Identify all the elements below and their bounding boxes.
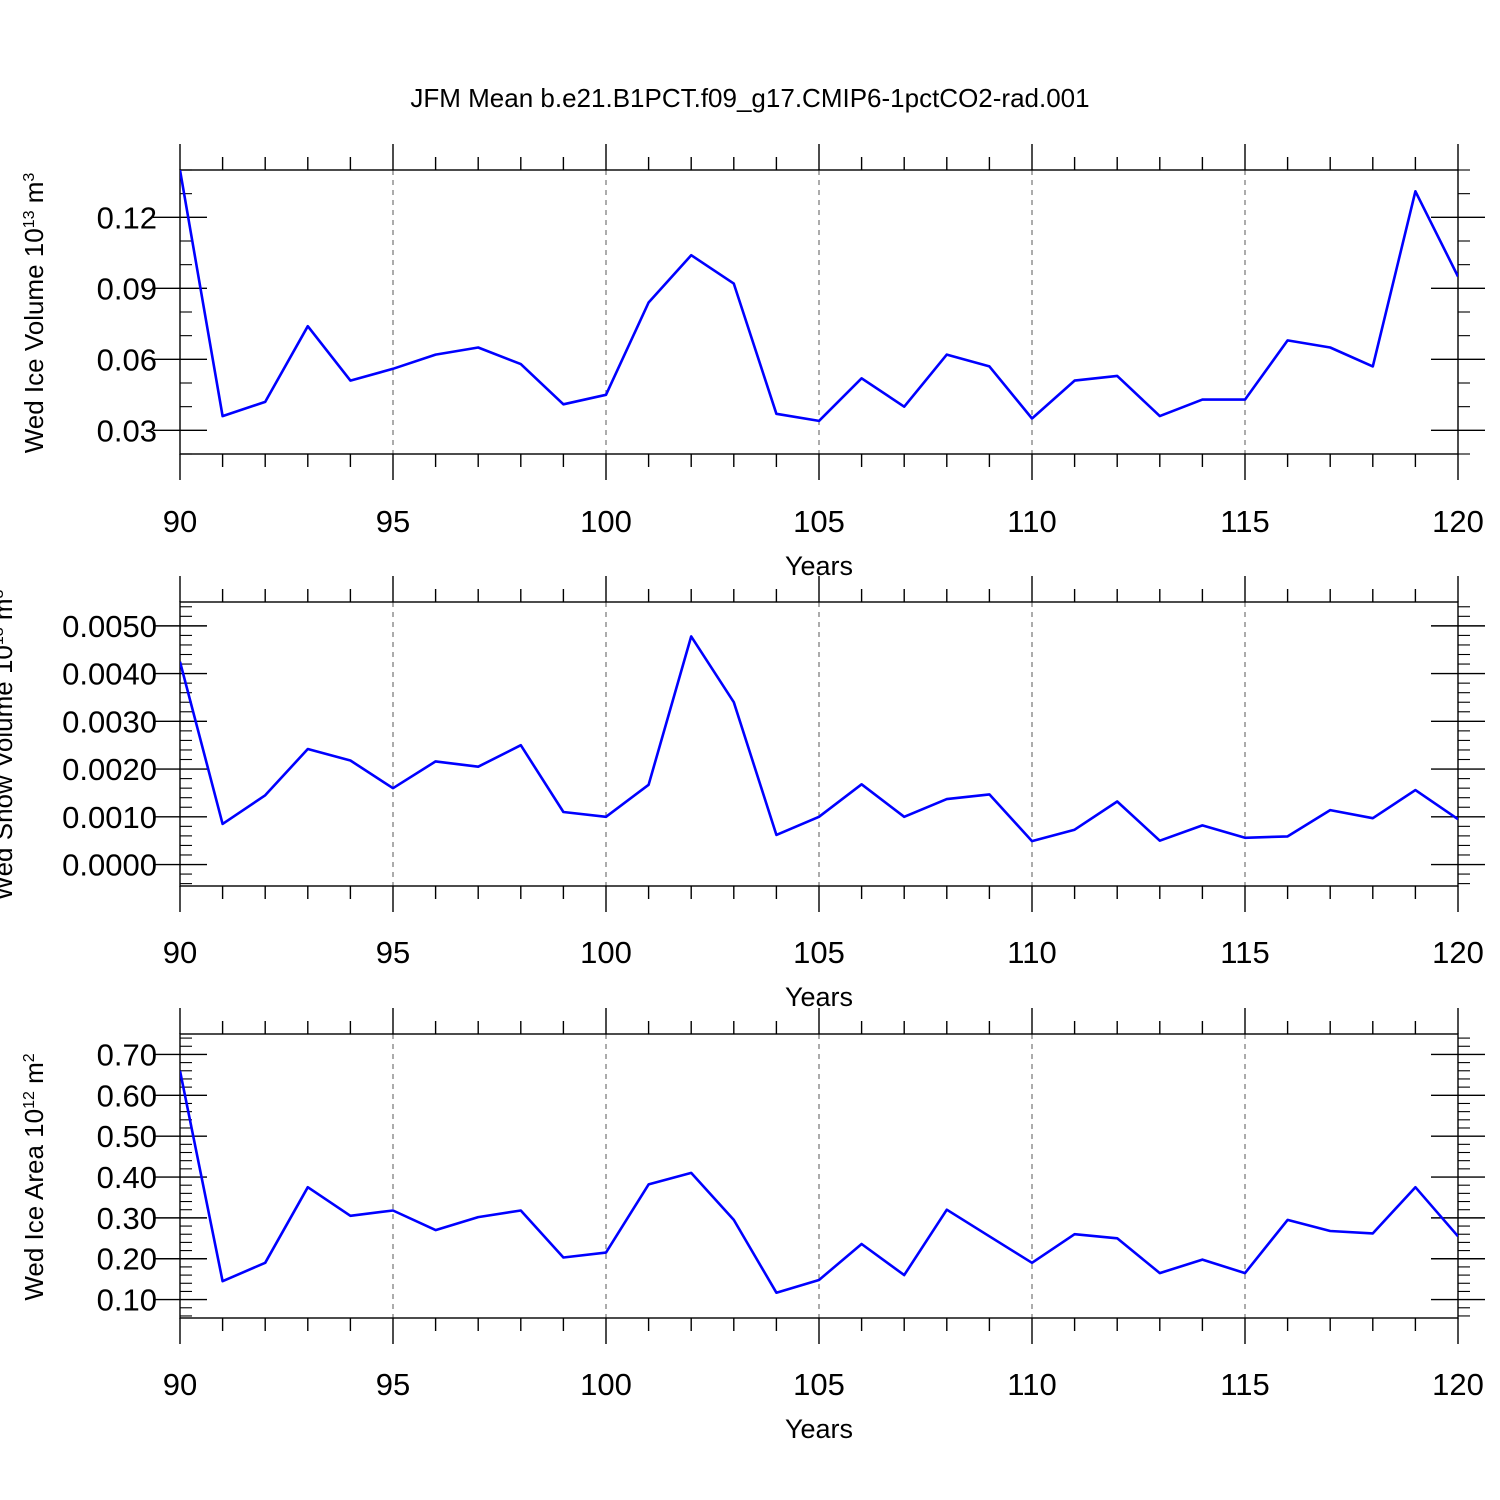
x-tick-label-4: 110: [1007, 504, 1056, 539]
y-tick-label-4: 0.0040: [62, 657, 157, 692]
y-tick-label-0: 0.0000: [62, 848, 157, 883]
plot-frame: [179, 169, 1459, 455]
x-tick-label-2: 100: [580, 1367, 632, 1402]
y-tick-label-2: 0.30: [97, 1201, 157, 1236]
y-axis-title-part-3: 3: [0, 589, 7, 598]
y-axis-title: Wed Snow Volume 1013 m3: [0, 589, 18, 900]
x-tick-label-1: 95: [376, 504, 410, 539]
y-axis-title-part-0: Wed Ice Area 10: [19, 1109, 49, 1301]
y-axis-title-part-2: m: [0, 598, 18, 627]
x-tick-label-3: 105: [793, 1367, 845, 1402]
y-tick-label-6: 0.70: [97, 1037, 157, 1072]
y-tick-label-0: 0.10: [97, 1283, 157, 1318]
y-axis-title-part-3: 3: [21, 173, 38, 182]
x-tick-label-5: 115: [1220, 1367, 1269, 1402]
y-tick-label-3: 0.40: [97, 1160, 157, 1195]
x-axis-title: Years: [785, 1414, 853, 1444]
y-tick-label-1: 0.20: [97, 1242, 157, 1277]
y-tick-label-4: 0.50: [97, 1119, 157, 1154]
y-tick-label-3: 0.0030: [62, 704, 157, 739]
x-tick-label-2: 100: [580, 935, 632, 970]
y-tick-label-2: 0.0020: [62, 752, 157, 787]
y-tick-label-1: 0.06: [97, 342, 157, 377]
y-axis-title-part-2: m: [19, 182, 49, 211]
x-tick-label-0: 90: [163, 935, 197, 970]
x-tick-label-5: 115: [1220, 935, 1269, 970]
series-line: [180, 1070, 1458, 1294]
y-axis-title-part-2: m: [19, 1062, 49, 1091]
plot-frame: [179, 1033, 1459, 1319]
y-tick-label-1: 0.0010: [62, 800, 157, 835]
x-tick-label-4: 110: [1007, 1367, 1056, 1402]
x-tick-label-6: 120: [1432, 504, 1484, 539]
x-tick-label-0: 90: [163, 504, 197, 539]
figure-title: JFM Mean b.e21.B1PCT.f09_g17.CMIP6-1pctC…: [410, 83, 1089, 113]
x-tick-label-3: 105: [793, 935, 845, 970]
x-axis-title: Years: [785, 982, 853, 1012]
y-axis-title-part-0: Wed Ice Volume 10: [19, 228, 49, 453]
y-axis-title-part-1: 13: [0, 627, 7, 645]
y-axis-title: Wed Ice Area 1012 m2: [19, 1053, 49, 1300]
x-tick-label-4: 110: [1007, 935, 1056, 970]
x-tick-label-2: 100: [580, 504, 632, 539]
panel-2: 0.0000 0.0010 0.0020 0.0030 0.0040 0.0050 90 95…: [0, 576, 1485, 1012]
x-tick-label-6: 120: [1432, 1367, 1484, 1402]
series-line: [180, 635, 1458, 843]
y-tick-label-5: 0.0050: [62, 609, 157, 644]
series-line: [180, 170, 1458, 423]
y-tick-label-3: 0.12: [97, 200, 157, 235]
x-tick-label-1: 95: [376, 1367, 410, 1402]
panels: 0.03 0.06 0.09 0.12 90 95 100 105 110 115 120 Years…: [0, 144, 1485, 1444]
y-axis-title: Wed Ice Volume 1013 m3: [19, 173, 49, 454]
y-tick-label-5: 0.60: [97, 1078, 157, 1113]
y-axis-title-part-0: Wed Snow Volume 10: [0, 645, 18, 900]
panel-3: 0.10 0.20 0.30 0.40 0.50 0.60 0.70 90 95 100 105 11…: [19, 1008, 1485, 1444]
x-tick-label-6: 120: [1432, 935, 1484, 970]
y-axis-title-part-1: 13: [21, 210, 38, 228]
x-tick-label-3: 105: [793, 504, 845, 539]
y-tick-label-0: 0.03: [97, 413, 157, 448]
plot-frame: [179, 601, 1459, 887]
y-tick-label-2: 0.09: [97, 271, 157, 306]
y-axis-title-part-3: 2: [21, 1053, 38, 1062]
x-tick-label-0: 90: [163, 1367, 197, 1402]
y-axis-title-part-1: 12: [21, 1091, 38, 1109]
x-tick-label-5: 115: [1220, 504, 1269, 539]
x-tick-label-1: 95: [376, 935, 410, 970]
